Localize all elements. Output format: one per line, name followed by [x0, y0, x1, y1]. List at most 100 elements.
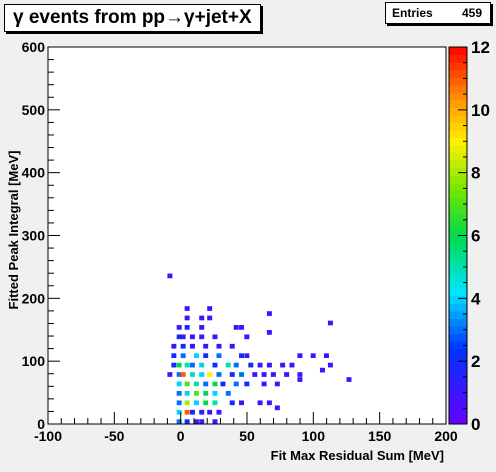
color-scale-band [449, 145, 467, 154]
y-tick-label: 500 [22, 102, 46, 118]
heatmap-cell [239, 325, 245, 330]
color-scale-band [449, 265, 467, 274]
color-scale-band [449, 341, 467, 350]
heatmap-cell [203, 400, 209, 406]
color-scale-band [449, 325, 467, 335]
color-scale-band [449, 47, 467, 56]
heatmap-cell [266, 362, 272, 368]
heatmap-cell [176, 381, 182, 387]
color-scale-band [449, 190, 467, 199]
heatmap-cell [261, 372, 267, 377]
heatmap-cell [257, 400, 263, 406]
heatmap-cell [216, 372, 222, 377]
z-tick-label: 12 [471, 38, 490, 57]
z-tick-label: 8 [471, 164, 480, 183]
heatmap-cell [212, 381, 218, 387]
heatmap-cell [212, 391, 218, 396]
heatmap-cell [171, 362, 177, 368]
heatmap-cell [266, 330, 272, 335]
heatmap-cell [207, 315, 213, 321]
color-scale-band [449, 182, 467, 191]
heatmap-cell [212, 419, 218, 424]
heatmap-cell [203, 353, 209, 359]
heatmap-cell [229, 372, 235, 377]
z-tick-label: 4 [471, 289, 481, 308]
color-scale-band [449, 356, 467, 365]
color-scale-band [449, 235, 467, 244]
x-tick-label: 0 [177, 428, 185, 444]
color-scale-band [449, 310, 467, 319]
heatmap-cell [216, 409, 222, 415]
heatmap-cell [184, 409, 190, 415]
color-scale-band [449, 393, 467, 402]
heatmap-cell [252, 372, 258, 377]
y-tick-label: 300 [22, 228, 46, 244]
heatmap-cell [327, 362, 333, 368]
heatmap-cell [229, 400, 235, 406]
heatmap-cell [346, 377, 352, 382]
y-tick-label: 0 [37, 416, 45, 432]
heatmap-cell [207, 306, 213, 311]
heatmap-cell [212, 400, 218, 406]
heatmap-cells [167, 273, 352, 424]
color-scale-band [449, 280, 467, 289]
color-scale-band [449, 62, 467, 71]
plot-border [47, 46, 447, 425]
color-scale-band [449, 250, 467, 259]
color-scale-band [449, 386, 467, 395]
color-scale-band [449, 84, 467, 93]
color-scale-band [449, 416, 467, 425]
heatmap-cell [180, 353, 186, 359]
color-scale-band [449, 114, 467, 123]
heatmap-cell [212, 334, 218, 340]
color-scale-band [449, 295, 467, 304]
color-scale-band [449, 77, 467, 86]
color-scale-band [449, 205, 467, 214]
heatmap-cell [274, 405, 280, 411]
heatmap-cell [176, 400, 182, 406]
entries-value: 459 [461, 6, 482, 20]
y-tick-label: 200 [22, 290, 46, 306]
color-scale-band [449, 401, 467, 410]
heatmap-cell [203, 343, 209, 349]
heatmap-cell [327, 320, 333, 326]
color-scale-band [449, 348, 467, 357]
heatmap-cell [323, 353, 329, 359]
heatmap-cell [274, 381, 280, 387]
color-scale-band [449, 288, 467, 297]
heatmap-cell [216, 343, 222, 349]
color-scale-band [449, 258, 467, 267]
heatmap-cell [176, 362, 182, 368]
heatmap-cell [180, 372, 186, 377]
heatmap-cell [184, 400, 190, 406]
heatmap-cell [207, 409, 213, 415]
color-scale-band [449, 175, 467, 184]
y-axis-title: Fitted Peak Integral [MeV] [6, 151, 21, 310]
heatmap-cell [239, 400, 245, 406]
heatmap-cell [225, 391, 231, 396]
heatmap-cell [199, 325, 205, 330]
heatmap-cell [184, 381, 190, 387]
color-scale-band [449, 220, 467, 229]
color-scale-band [449, 371, 467, 380]
color-scale-band [449, 152, 467, 161]
color-scale-band [449, 129, 467, 138]
heatmap-cell [225, 362, 231, 368]
heatmap-cell [171, 353, 177, 359]
color-scale-band [449, 408, 467, 417]
color-scale-band [449, 137, 467, 146]
x-tick-label: 100 [302, 428, 326, 444]
heatmap-cell [189, 409, 195, 415]
y-tick-label: 400 [22, 165, 46, 181]
color-scale-band [449, 92, 467, 101]
heatmap-cell [203, 391, 209, 396]
color-scale-band [449, 160, 467, 169]
plot-frame [48, 47, 446, 424]
color-scale-band [449, 122, 467, 131]
heatmap-cell [297, 353, 303, 359]
heatmap-cell [319, 367, 325, 373]
z-tick-label: 0 [471, 415, 480, 434]
color-scale-band [449, 197, 467, 206]
heatmap-cell [189, 334, 195, 340]
color-scale-band [449, 227, 467, 236]
